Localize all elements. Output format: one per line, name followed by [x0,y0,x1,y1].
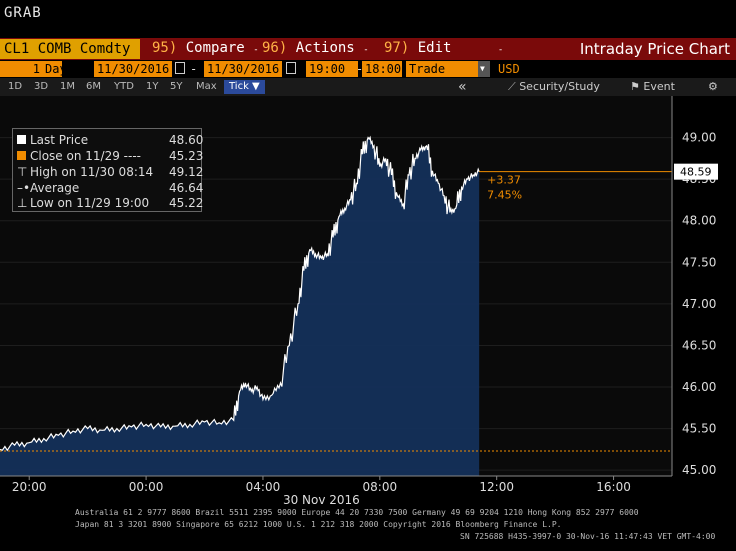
calendar-icon[interactable] [175,62,185,74]
date-axis-label: 30 Nov 2016 [283,493,360,506]
legend[interactable]: Last Price 48.60 Close on 11/29 ---- 45.… [12,128,203,212]
edit-menu-number: 97) [384,40,410,56]
date-separator: - [190,62,198,76]
legend-item-low: ⊥ Low on 11/29 19:00 45.22 [17,196,203,211]
compare-menu[interactable]: 95) Compare - [152,40,259,58]
legend-item-average: –•Average 46.64 [17,181,203,196]
x-axis: 20:00 00:00 04:00 08:00 12:00 16:00 [0,475,672,494]
range-3d-button[interactable]: 3D [34,81,49,92]
security-field[interactable]: CL1 COMB Comdty [0,39,140,59]
legend-label: Average [30,181,80,195]
y-tick-label: 47.50 [682,255,716,269]
start-time-field[interactable]: 19:00 [306,61,358,77]
event-label: Event [643,80,675,93]
range-1d-button[interactable]: 1D [8,81,23,92]
edit-menu-label: Edit [417,40,452,56]
x-tick-label: 20:00 [12,480,47,494]
legend-label: High on 11/30 08:14 [30,165,154,179]
parameter-bar: 1 Day(s) 11/30/2016 - 11/30/2016 19:00 -… [0,60,736,78]
y-axis: 45.0045.5046.0046.5047.0047.5048.0048.50… [671,96,716,477]
change-absolute: +3.37 [487,174,521,187]
footer-session-line: SN 725688 H435-3997-0 30-Nov-16 11:47:43… [460,532,716,541]
legend-swatch [17,151,26,160]
y-tick-label: 48.00 [682,214,716,228]
range-5y-button[interactable]: 5Y [170,81,183,92]
event-select[interactable]: Trade [406,61,488,77]
x-tick-label: 16:00 [596,480,631,494]
x-tick-label: 04:00 [246,480,281,494]
edit-menu[interactable]: 97) Edit - [384,40,503,58]
study-icon: ⟋ [508,80,516,93]
dropdown-icon: - [497,45,504,55]
end-date-field[interactable]: 11/30/2016 [204,61,282,77]
compare-menu-number: 95) [152,40,178,56]
dropdown-icon: - [253,45,259,55]
compare-menu-label: Compare [185,40,245,56]
legend-item-close: Close on 11/29 ---- 45.23 [17,149,203,164]
footer-contacts-line: Australia 61 2 9777 8600 Brazil 5511 239… [75,508,639,517]
currency-label[interactable]: USD [498,62,520,76]
tick-button[interactable]: Tick ▼ [224,80,265,94]
period-count-field[interactable]: 1 [0,61,62,77]
range-max-button[interactable]: Max [196,81,217,92]
time-separator: - [356,62,364,76]
legend-value: 49.12 [169,165,204,179]
range-1m-button[interactable]: 1M [60,81,75,92]
actions-menu-label: Actions [295,40,355,56]
legend-value: 48.60 [169,133,204,147]
legend-label: Low on 11/29 19:00 [30,196,150,210]
low-marker-icon: ⊥ [17,196,28,210]
security-study-label: Security/Study [519,80,600,93]
legend-label: Close on 11/29 ---- [30,149,141,163]
legend-item-last-price: Last Price 48.60 [17,133,203,148]
footer: Australia 61 2 9777 8600 Brazil 5511 239… [0,506,736,551]
flag-icon: ⚑ [630,80,640,93]
range-bar: 1D 3D 1M 6M YTD 1Y 5Y Max Tick ▼ « ⟋ Sec… [0,78,736,96]
change-percent: 7.45% [487,189,522,202]
range-6m-button[interactable]: 6M [86,81,101,92]
y-tick-label: 45.00 [682,463,716,477]
start-date-field[interactable]: 11/30/2016 [94,61,172,77]
window-title: GRAB [4,5,42,21]
actions-menu[interactable]: 96) Actions - [262,40,369,58]
chart-name-label: Intraday Price Chart [579,40,730,58]
x-tick-label: 12:00 [479,480,514,494]
legend-value: 46.64 [169,181,204,195]
range-ytd-button[interactable]: YTD [114,81,134,92]
range-1y-button[interactable]: 1Y [146,81,159,92]
event-button[interactable]: ⚑ Event [630,80,675,94]
y-tick-label: 46.00 [682,380,716,394]
collapse-icon[interactable]: « [458,79,467,95]
last-price-tag-label: 48.59 [680,166,712,179]
event-dropdown-icon[interactable]: ▼ [478,61,490,77]
footer-copyright-line: Japan 81 3 3201 8900 Singapore 65 6212 1… [75,520,562,529]
legend-value: 45.23 [169,149,204,163]
last-price-tag [674,163,718,180]
price-line [0,135,480,452]
y-tick-label: 45.50 [682,422,716,436]
high-marker-icon: ⊤ [17,165,28,179]
y-tick-label: 46.50 [682,338,716,352]
x-tick-label: 08:00 [363,480,398,494]
window-title-bar: GRAB [0,0,736,38]
security-study-button[interactable]: ⟋ Security/Study [508,80,600,94]
price-area [0,137,480,477]
legend-value: 45.22 [169,196,204,210]
end-time-field[interactable]: 18:00 [362,61,402,77]
actions-menu-number: 96) [262,40,288,56]
x-tick-label: 00:00 [129,480,164,494]
y-tick-label: 49.00 [682,131,716,145]
y-tick-label: 47.00 [682,297,716,311]
legend-swatch [17,135,26,144]
average-marker-icon: –• [17,181,31,195]
legend-item-high: ⊤ High on 11/30 08:14 49.12 [17,165,203,180]
dropdown-icon: - [363,45,369,55]
period-unit-field[interactable]: Day(s) [45,62,89,76]
calendar-icon[interactable] [286,62,296,74]
command-bar: CL1 COMB Comdty 95) Compare - 96) Action… [0,38,736,60]
settings-icon[interactable]: ⚙ [708,80,718,93]
legend-label: Last Price [30,133,89,147]
